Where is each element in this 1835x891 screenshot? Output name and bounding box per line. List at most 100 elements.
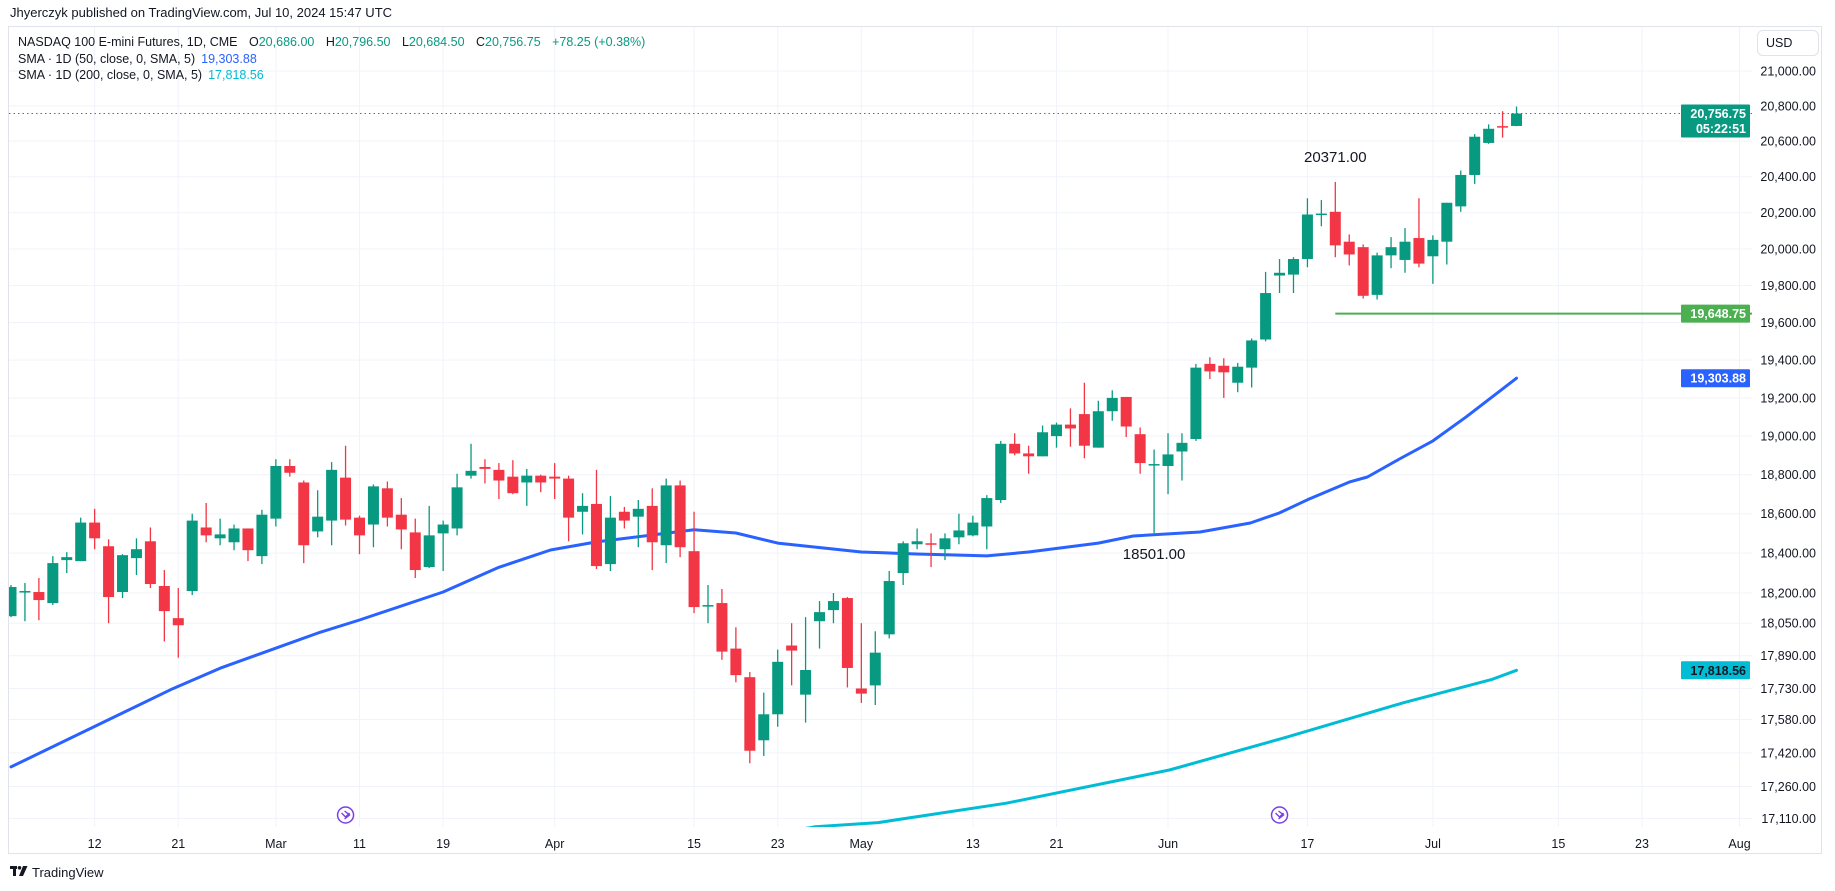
candle[interactable] xyxy=(200,502,212,543)
candle[interactable] xyxy=(1287,257,1299,294)
candle[interactable] xyxy=(939,533,951,561)
candle[interactable] xyxy=(1274,259,1286,294)
candle[interactable] xyxy=(1009,433,1021,456)
candle[interactable] xyxy=(814,601,826,649)
candle[interactable] xyxy=(270,459,282,527)
time-axis[interactable]: 12 21 Mar 11 19 Apr 15 23 May 13 21 Jun 17 Jul 15 23 Aug xyxy=(88,837,1751,851)
candle[interactable] xyxy=(1427,235,1439,284)
candle[interactable] xyxy=(1120,396,1132,438)
candle[interactable] xyxy=(158,570,170,642)
candle[interactable] xyxy=(911,528,923,550)
sma200-line[interactable] xyxy=(708,668,1518,846)
candle[interactable] xyxy=(1204,357,1216,379)
candle[interactable] xyxy=(716,589,728,660)
candle[interactable] xyxy=(702,585,714,624)
candle[interactable] xyxy=(1260,271,1272,342)
candle[interactable] xyxy=(1176,433,1188,481)
candle[interactable] xyxy=(1399,228,1411,273)
candle[interactable] xyxy=(1343,234,1355,266)
candle[interactable] xyxy=(535,474,547,493)
candle[interactable] xyxy=(381,481,393,527)
candle[interactable] xyxy=(1246,338,1258,388)
price-axis[interactable]: 21,000.00 20,800.00 20,600.00 20,400.00 20,2… xyxy=(1760,65,1816,826)
candle[interactable] xyxy=(1162,433,1174,495)
candle[interactable] xyxy=(1023,445,1035,474)
sma50-line[interactable] xyxy=(9,376,1518,769)
candle[interactable] xyxy=(186,513,198,596)
candle[interactable] xyxy=(646,488,658,571)
candle[interactable] xyxy=(284,459,296,477)
candle[interactable] xyxy=(521,468,533,506)
candle[interactable] xyxy=(75,517,87,562)
legend-sma50-row[interactable]: SMA · 1D (50, close, 0, SMA, 5) 19,303.88 xyxy=(18,51,645,68)
candle[interactable] xyxy=(632,500,644,548)
legend-symbol-row[interactable]: NASDAQ 100 E-mini Futures, 1D, CME O20,6… xyxy=(18,34,645,51)
candle[interactable] xyxy=(1315,200,1327,227)
candle[interactable] xyxy=(1483,124,1495,144)
candle[interactable] xyxy=(967,515,979,537)
candle[interactable] xyxy=(493,463,505,500)
candle[interactable] xyxy=(479,459,491,484)
candle[interactable] xyxy=(6,585,17,618)
candle[interactable] xyxy=(897,541,909,586)
candle[interactable] xyxy=(953,513,965,545)
event-marker-icon[interactable] xyxy=(1270,806,1289,824)
candle[interactable] xyxy=(507,460,519,495)
candle[interactable] xyxy=(130,538,142,576)
candle[interactable] xyxy=(827,593,839,624)
candle[interactable] xyxy=(298,480,310,564)
candle[interactable] xyxy=(604,496,616,572)
candle[interactable] xyxy=(326,462,338,546)
candle[interactable] xyxy=(758,692,770,756)
candle[interactable] xyxy=(855,623,867,703)
candle[interactable] xyxy=(660,478,672,564)
candle[interactable] xyxy=(1455,170,1467,212)
candle[interactable] xyxy=(1357,244,1369,299)
candle[interactable] xyxy=(19,583,31,622)
candle[interactable] xyxy=(730,627,742,683)
currency-button[interactable]: USD xyxy=(1757,30,1819,56)
candle[interactable] xyxy=(214,518,226,546)
candle[interactable] xyxy=(1134,427,1146,474)
candle[interactable] xyxy=(451,473,463,536)
candle[interactable] xyxy=(1371,252,1383,300)
candle[interactable] xyxy=(1218,358,1230,398)
candle[interactable] xyxy=(800,617,812,723)
candle[interactable] xyxy=(242,528,254,562)
candle[interactable] xyxy=(1497,111,1509,138)
candle[interactable] xyxy=(312,490,324,538)
candle[interactable] xyxy=(577,493,589,535)
candle[interactable] xyxy=(395,498,407,550)
candle[interactable] xyxy=(618,506,630,529)
candle[interactable] xyxy=(144,527,156,589)
candle[interactable] xyxy=(772,649,784,727)
candle[interactable] xyxy=(437,520,449,572)
candle[interactable] xyxy=(1037,425,1049,457)
candle[interactable] xyxy=(409,518,421,579)
candle[interactable] xyxy=(1329,181,1341,258)
candle[interactable] xyxy=(1148,449,1160,534)
candle[interactable] xyxy=(688,511,700,614)
candle[interactable] xyxy=(995,440,1007,503)
candle[interactable] xyxy=(340,445,352,526)
candle[interactable] xyxy=(883,571,895,639)
candle[interactable] xyxy=(1064,408,1076,447)
candle[interactable] xyxy=(117,554,129,599)
candle[interactable] xyxy=(869,631,881,705)
candle[interactable] xyxy=(103,539,115,624)
candle[interactable] xyxy=(1078,382,1090,459)
event-marker-icon[interactable] xyxy=(336,806,355,824)
candle[interactable] xyxy=(1190,363,1202,441)
candle[interactable] xyxy=(228,524,240,551)
candle[interactable] xyxy=(1232,362,1244,393)
candle[interactable] xyxy=(172,588,184,658)
candle[interactable] xyxy=(549,463,561,500)
legend-sma200-row[interactable]: SMA · 1D (200, close, 0, SMA, 5) 17,818.5… xyxy=(18,67,645,84)
candle[interactable] xyxy=(47,556,59,606)
candle[interactable] xyxy=(1511,106,1523,127)
candle[interactable] xyxy=(354,515,365,555)
candle[interactable] xyxy=(563,475,575,542)
candle[interactable] xyxy=(1092,400,1104,448)
candle[interactable] xyxy=(89,508,101,550)
